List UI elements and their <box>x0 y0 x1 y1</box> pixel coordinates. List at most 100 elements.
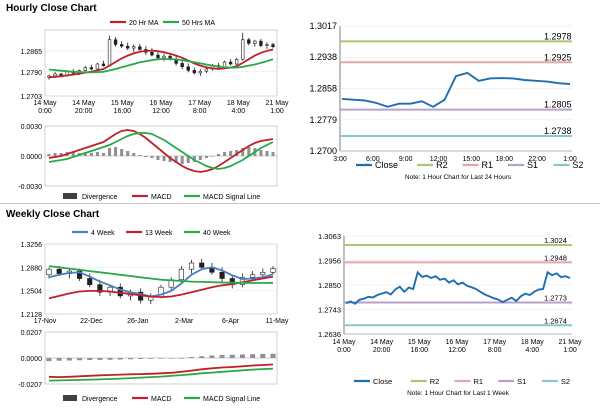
divergence-bar <box>117 358 123 360</box>
divergence-bar <box>271 152 275 156</box>
legend-label: S1 <box>517 377 526 386</box>
candle-body <box>198 70 203 74</box>
divergence-bar <box>204 156 208 158</box>
ma40-line <box>48 265 274 284</box>
candle-body <box>260 271 266 276</box>
divergence-bar <box>101 153 106 156</box>
chart-note: Note: 1 Hour Chart for Last 24 Hours <box>405 174 512 181</box>
candle-body <box>46 268 52 276</box>
candle-body <box>178 268 184 281</box>
divergence-bar <box>189 356 195 358</box>
x-tick-label: 15:00 <box>463 156 481 163</box>
y-tick-label: 0.0000 <box>21 154 43 161</box>
x-tick-label: 26-Jan <box>127 318 149 325</box>
divergence-bar <box>259 150 263 156</box>
level-s2-label: 1.2674 <box>544 316 567 325</box>
divergence-bar <box>127 358 133 360</box>
divergence-bar <box>158 358 164 359</box>
section-divider <box>0 203 600 204</box>
divergence-bar <box>77 358 83 361</box>
legend-label: S1 <box>527 160 538 170</box>
y-tick-label: 1.2865 <box>21 49 43 56</box>
x-tick-label: 18 May 4:00 <box>521 339 544 354</box>
candle-body <box>87 278 93 286</box>
divergence-bar <box>126 151 130 156</box>
legend-swatch <box>63 193 77 199</box>
y-tick-label: 1.2743 <box>318 305 341 314</box>
y-tick-label: 1.2779 <box>309 115 337 125</box>
divergence-bar <box>71 152 75 156</box>
divergence-bar <box>150 156 154 158</box>
hourly-candle-chart: 1.2865 1.2790 1.2703 20 Hr MA 50 Hrs MA 14 Ma… <box>21 20 289 115</box>
ma50-line <box>48 58 274 74</box>
legend-label: MACD Signal Line <box>203 194 260 201</box>
x-tick-label: 6-Apr <box>222 318 240 325</box>
x-tick-label: 17-Nov <box>34 318 57 325</box>
divergence-bar <box>56 358 62 361</box>
candle-body <box>132 46 136 49</box>
divergence-bar <box>229 151 233 156</box>
divergence-bar <box>97 358 103 360</box>
divergence-bar <box>180 156 184 164</box>
candle-body <box>117 286 123 297</box>
divergence-bar <box>209 355 215 358</box>
y-tick-label: 1.2128 <box>21 312 43 319</box>
weekly-section-title: Weekly Close Chart <box>6 209 100 220</box>
x-tick-label: 6:00 <box>366 156 380 163</box>
x-tick-label: 14 May 20:00 <box>72 100 95 115</box>
candle-body <box>271 44 275 48</box>
divergence-bar <box>95 152 99 156</box>
signal-line <box>48 132 274 170</box>
y-tick-label: 1.3017 <box>309 21 337 31</box>
candle-body <box>150 51 154 56</box>
x-tick-label: 21 May 1:00 <box>559 339 582 354</box>
level-s1-label: 1.2773 <box>544 294 567 303</box>
divergence-bar <box>156 156 160 160</box>
divergence-bar <box>144 156 148 157</box>
y-tick-label: 1.2938 <box>309 52 337 62</box>
candle-body <box>235 58 239 65</box>
x-tick-label: 9:00 <box>399 156 413 163</box>
legend-label: R1 <box>482 160 494 170</box>
candle-body <box>247 39 251 44</box>
divergence-bar <box>199 356 205 358</box>
divergence-bar <box>46 358 52 362</box>
candle-body <box>180 63 184 68</box>
legend-label: 50 Hrs MA <box>182 20 215 27</box>
divergence-bar <box>241 148 245 156</box>
legend-swatch <box>63 395 77 401</box>
y-tick-label: 1.2703 <box>21 94 43 101</box>
x-tick-label: 17 May 8:00 <box>188 100 211 115</box>
candle-body <box>53 73 57 77</box>
x-tick-label: 1:00 <box>563 156 577 163</box>
hourly-close-chart: 1.3017 1.2938 1.2858 1.2779 1.2700 1.2978 1.29… <box>309 21 583 181</box>
level-r1-label: 1.2925 <box>544 52 572 62</box>
legend-label: MACD Signal Line <box>203 396 260 403</box>
legend-label: 40 Week <box>203 230 231 237</box>
x-tick-label: 14 May 20:00 <box>370 339 393 354</box>
x-tick-label: 18:00 <box>496 156 514 163</box>
x-tick-label: 2-Mar <box>175 318 194 325</box>
divergence-bar <box>168 358 174 359</box>
weekly-macd-chart: 0.0207 0.0000 -0.0207 Divergence MACD MACD Si… <box>18 330 278 403</box>
divergence-bar <box>265 151 269 156</box>
weekly-close-chart: 1.3063 1.2956 1.2850 1.2743 1.2636 1.3024 1.29… <box>318 232 582 397</box>
divergence-bar <box>66 358 72 361</box>
level-s1-label: 1.2805 <box>544 100 572 110</box>
legend-label: 4 Week <box>91 230 115 237</box>
candle-body <box>126 45 130 49</box>
candle-body <box>199 262 205 268</box>
candle-body <box>138 46 142 50</box>
candle-body <box>204 68 209 72</box>
y-tick-label: 1.3256 <box>21 242 43 249</box>
candle-body <box>156 54 160 59</box>
divergence-bar <box>120 149 124 156</box>
x-tick-label: 3:00 <box>333 156 347 163</box>
candle-body <box>76 270 83 279</box>
y-tick-label: 1.2880 <box>21 265 43 272</box>
divergence-bar <box>87 358 93 361</box>
divergence-bar <box>186 156 190 163</box>
divergence-bar <box>47 154 51 156</box>
candle-body <box>148 296 154 301</box>
candle-body <box>219 271 225 279</box>
